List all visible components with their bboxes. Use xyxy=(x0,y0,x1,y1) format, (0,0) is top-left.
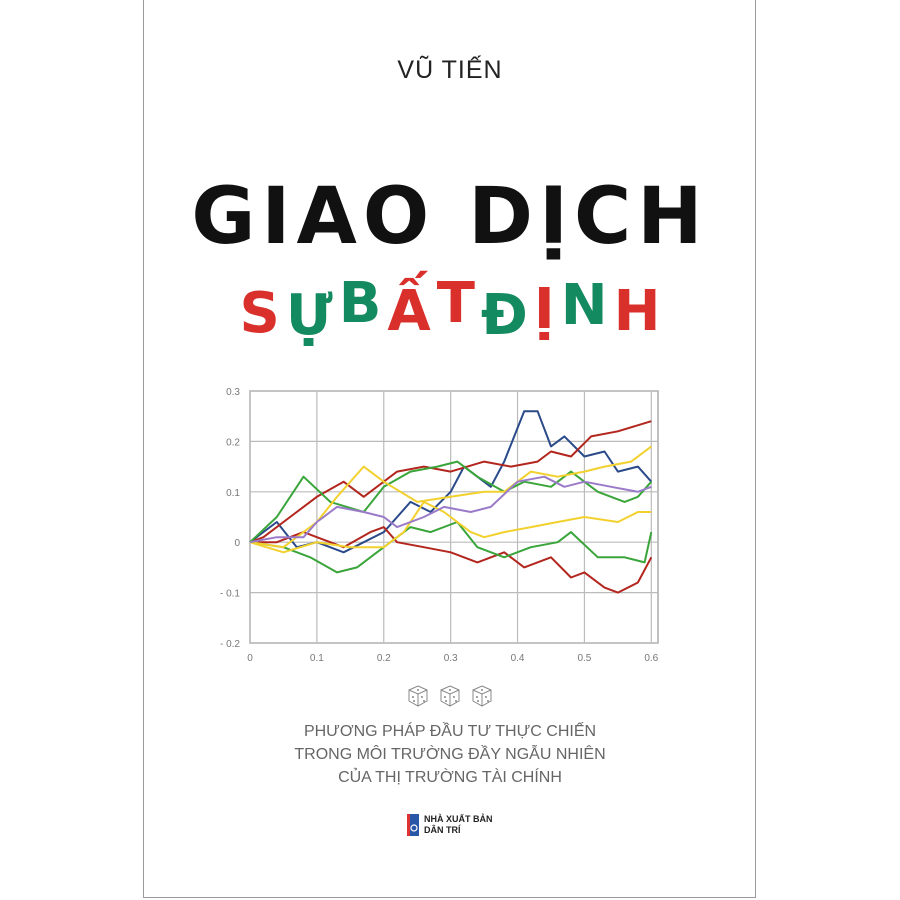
subtitle-line-3: CỦA THỊ TRƯỜNG TÀI CHÍNH xyxy=(338,769,562,786)
y-tick-label: 0 xyxy=(234,538,240,549)
subtitle-line-2: TRONG MÔI TRƯỜNG ĐẦY NGẪU NHIÊN xyxy=(294,746,606,763)
title-letter: T xyxy=(436,271,475,336)
dice-icon xyxy=(472,685,492,707)
y-tick-label: - 0.1 xyxy=(220,589,240,600)
x-tick-label: 0.6 xyxy=(644,653,658,664)
x-tick-label: 0.4 xyxy=(511,653,525,664)
publisher-line-1: NHÀ XUẤT BẢN xyxy=(424,814,493,824)
subtitle-line-1: PHƯƠNG PHÁP ĐẦU TƯ THỰC CHIẾN xyxy=(303,723,597,740)
plot-frame xyxy=(249,390,659,644)
y-tick-label: 0.2 xyxy=(226,437,240,448)
title-letter: Đ xyxy=(480,283,528,348)
series-line xyxy=(249,460,653,543)
random-walk-chart: 0 0.1 0.2 0.3 0.4 0.5 0.6 0.3 0.2 0.1 0 - 0.1 - 0.2 xyxy=(220,387,659,664)
x-tick-label: 0.3 xyxy=(444,653,458,664)
series-line xyxy=(249,500,652,554)
y-tick-label: - 0.2 xyxy=(220,639,240,650)
title-line-1: GIAO DỊCH xyxy=(191,172,709,262)
x-tick-label: 0.2 xyxy=(377,653,391,664)
series-line xyxy=(249,410,653,554)
title-letter: Ị xyxy=(533,277,555,342)
series-line xyxy=(249,475,652,544)
dice-icon xyxy=(440,685,460,707)
title-letter: N xyxy=(560,273,608,338)
x-tick-label: 0.5 xyxy=(577,653,591,664)
series-line xyxy=(249,420,652,544)
series-line xyxy=(250,526,653,594)
series-line xyxy=(249,445,652,549)
publisher-line-2: DÂN TRÍ xyxy=(424,825,461,835)
x-tick-label: 0.1 xyxy=(310,653,324,664)
title-letter: H xyxy=(613,279,661,344)
x-tick-label: 0 xyxy=(247,653,253,664)
y-tick-label: 0.3 xyxy=(226,387,240,398)
title-letter: B xyxy=(338,271,382,336)
y-tick-label: 0.1 xyxy=(226,488,240,499)
author-name: VŨ TIẾN xyxy=(397,56,503,84)
dice-icon xyxy=(408,685,428,707)
dice-row xyxy=(0,684,900,712)
publisher-logo: NHÀ XUẤT BẢN DÂN TRÍ xyxy=(406,813,493,837)
title-letter: S xyxy=(239,281,280,346)
publisher-logo-icon xyxy=(407,814,419,836)
title-letter: Ự xyxy=(285,283,333,348)
series-line xyxy=(249,521,653,574)
title-letter: Ấ xyxy=(387,279,431,344)
